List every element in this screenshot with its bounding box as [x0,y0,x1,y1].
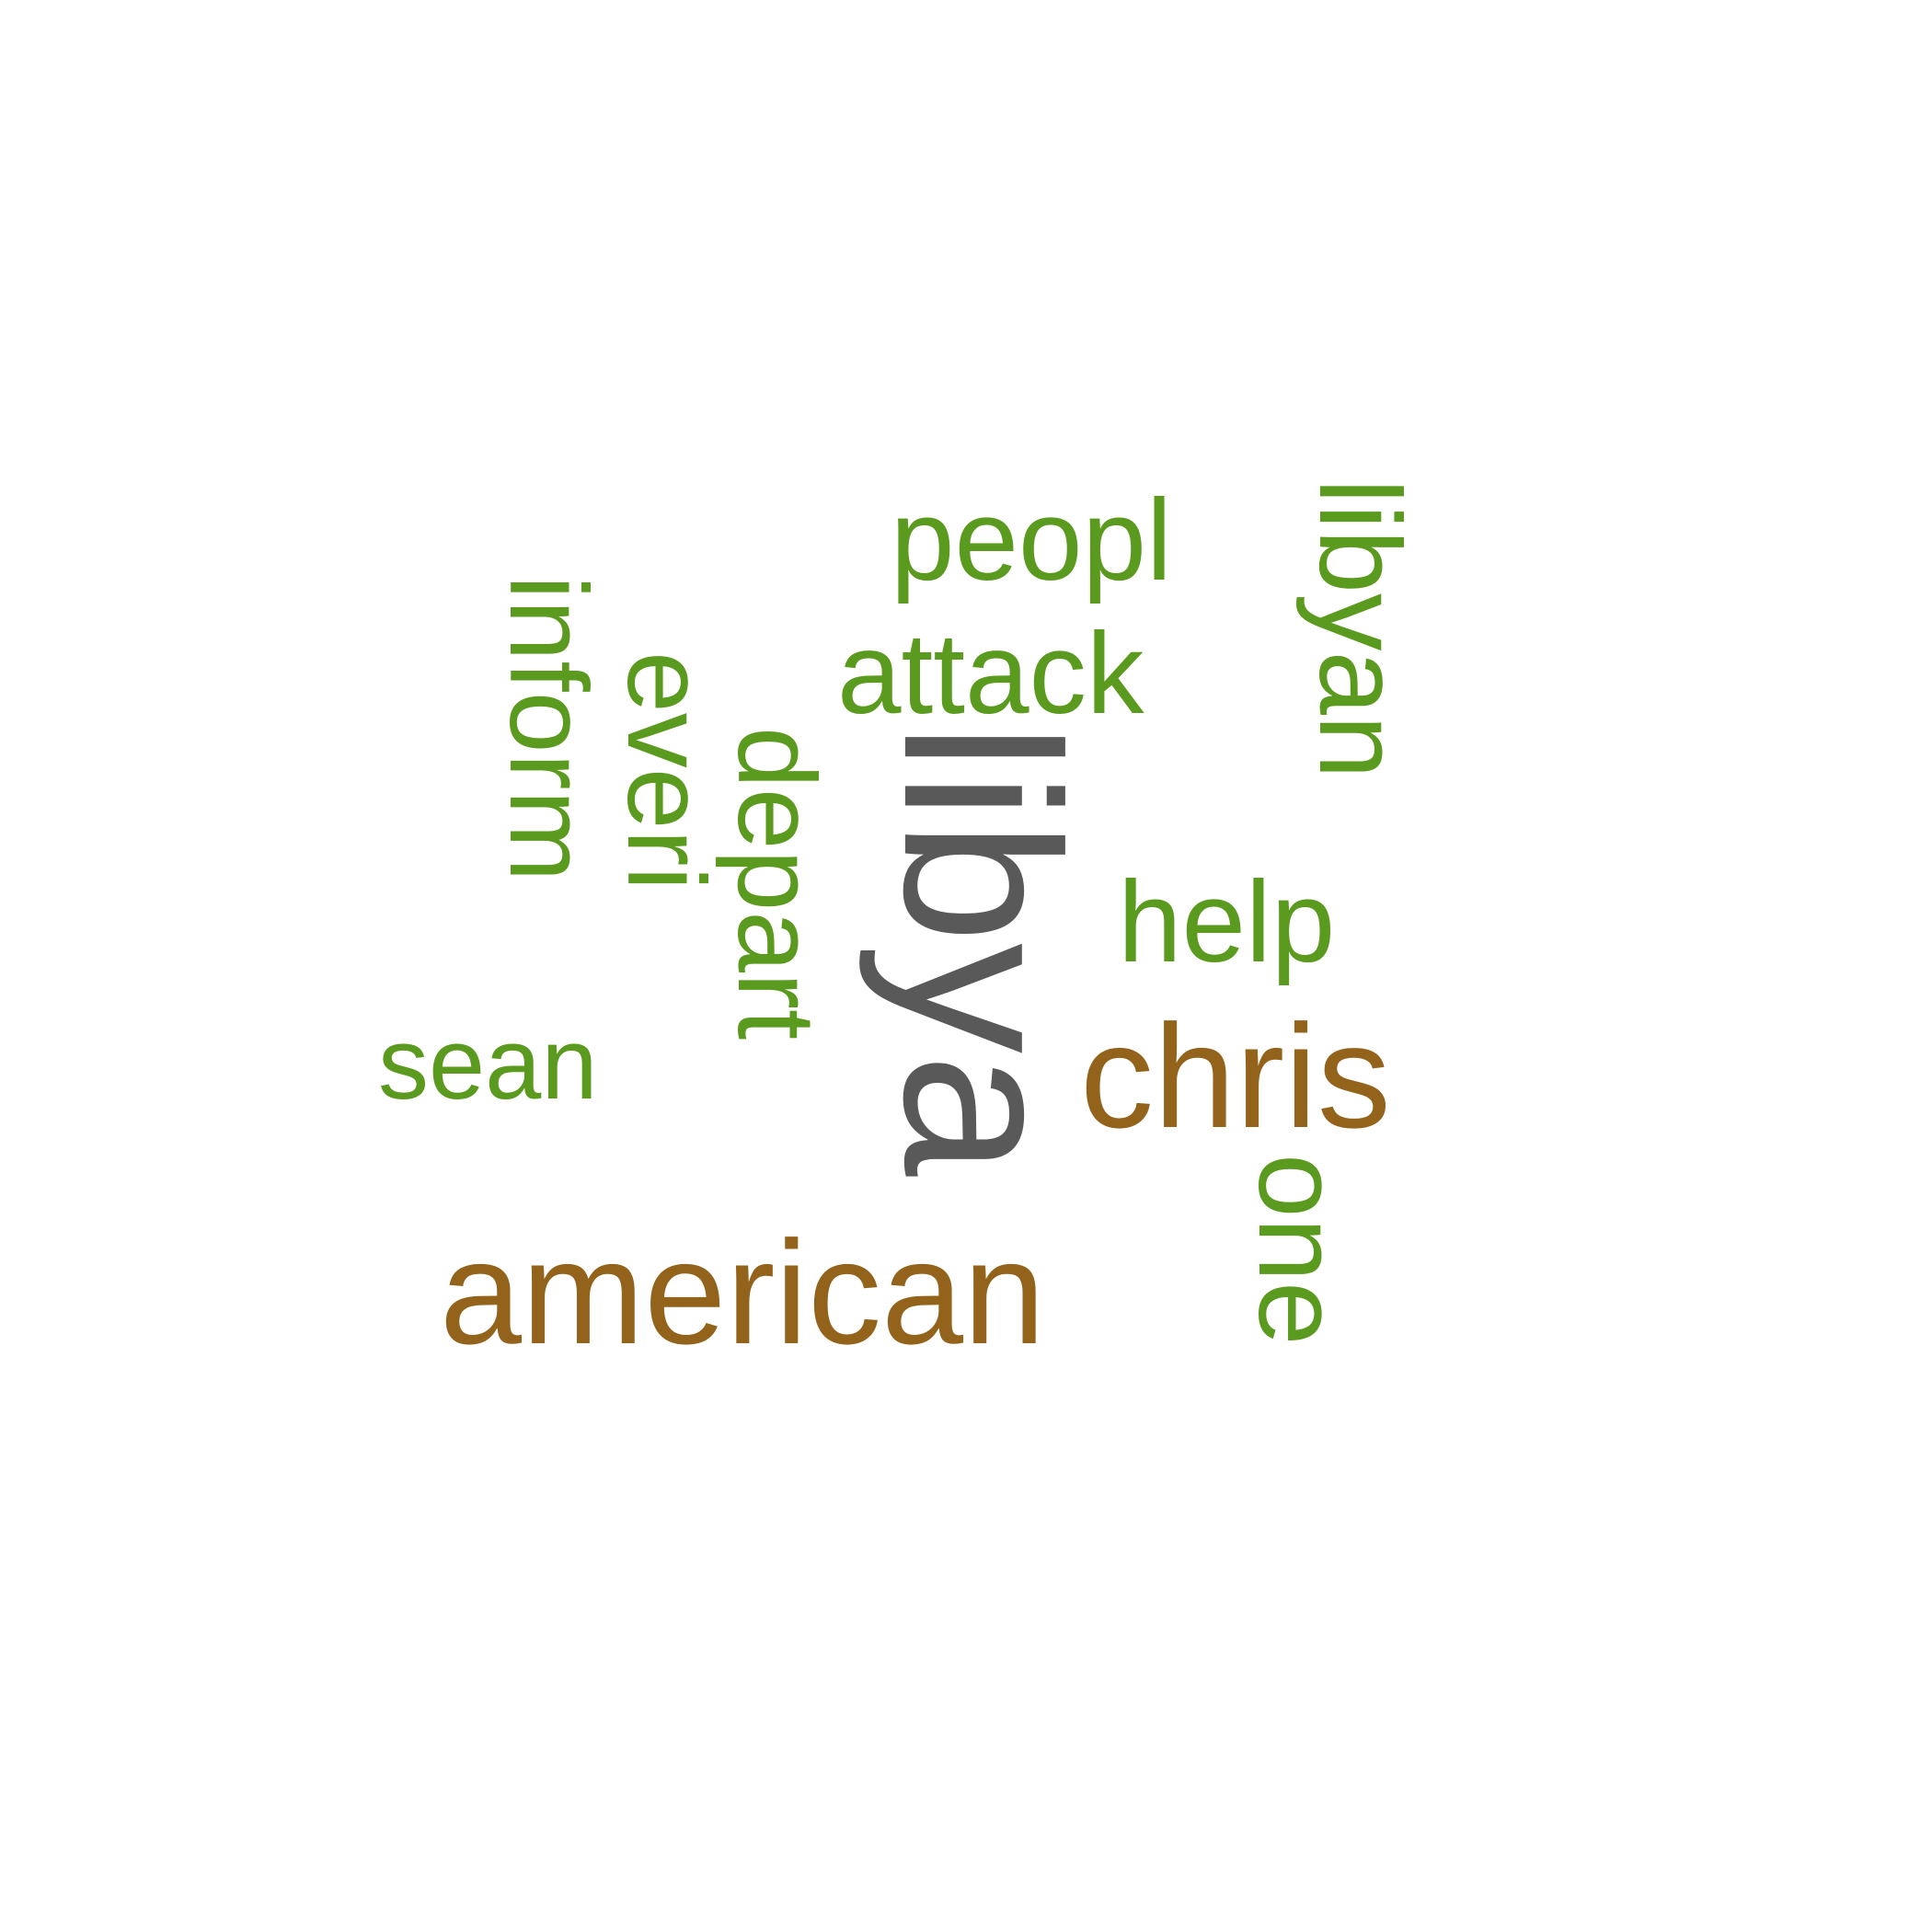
word-depart: depart [715,727,838,1041]
word-help: help [1118,858,1336,986]
word-everi: everi [604,651,728,891]
word-libya: libya [858,722,1105,1177]
word-attack: attack [837,610,1144,738]
word-sean: sean [378,1007,598,1121]
word-peopl: peopl [891,477,1172,604]
word-american: american [440,1210,1046,1374]
word-inform: inform [487,575,610,882]
word-chris: chris [1080,994,1391,1158]
word-libyan: libyan [1295,478,1423,779]
word-one: one [1235,1154,1363,1346]
